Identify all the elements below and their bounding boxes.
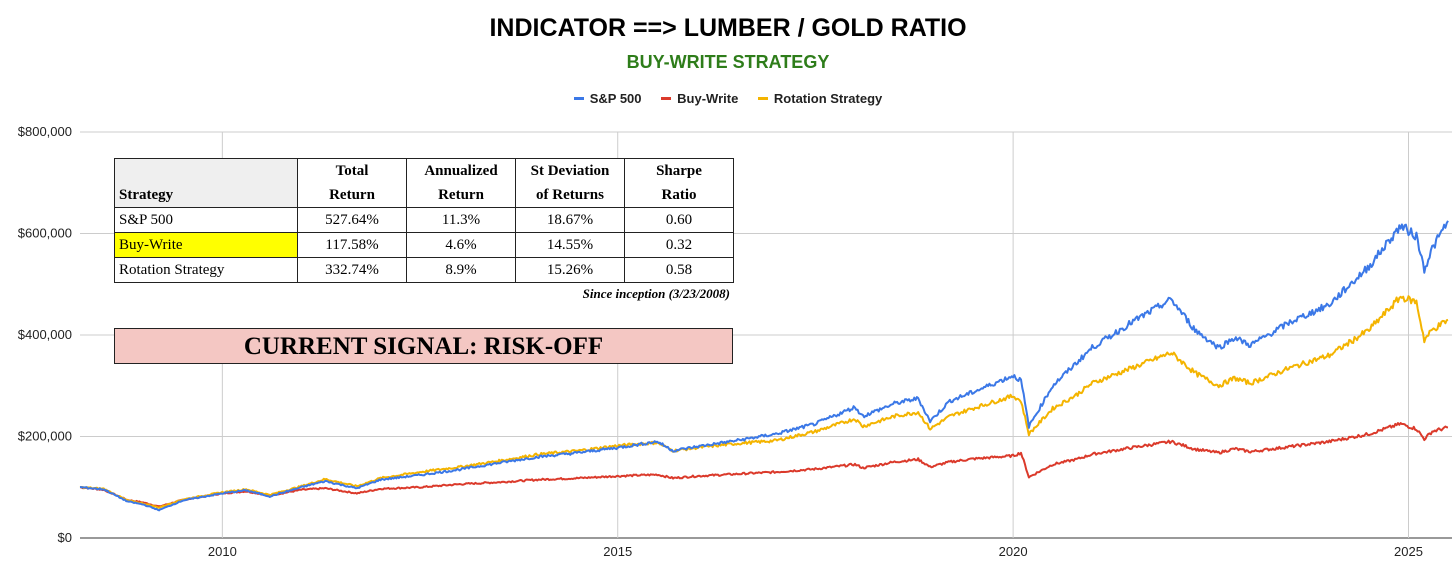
x-axis-ticks: 2010 2015 2020 2025 [208, 544, 1423, 559]
cell-annualized-return: 11.3% [406, 207, 516, 233]
table-row: S&P 500 527.64% 11.3% 18.67% 0.60 [114, 207, 734, 233]
legend-item-sp500: S&P 500 [573, 91, 642, 106]
cell-total-return: 332.74% [297, 257, 407, 283]
legend-label-buy-write: Buy-Write [677, 91, 739, 106]
since-inception-note: Since inception (3/23/2008) [582, 286, 730, 301]
current-signal-banner: CURRENT SIGNAL: RISK-OFF [114, 328, 733, 364]
cell-strategy: Buy-Write [114, 232, 298, 258]
legend-item-buy-write: Buy-Write [661, 91, 738, 106]
header-sharpe-ratio: Sharpe Ratio [624, 158, 734, 208]
x-tick-label: 2025 [1394, 544, 1423, 559]
series-lines [79, 220, 1449, 512]
x-tick-label: 2015 [603, 544, 632, 559]
stats-header-row: Strategy Total Return Annualized Return St… [114, 158, 734, 208]
y-tick-label: $400,000 [18, 327, 72, 342]
cell-total-return: 117.58% [297, 232, 407, 258]
table-row: Buy-Write 117.58% 4.6% 14.55% 0.32 [114, 232, 734, 258]
cell-sharpe: 0.32 [624, 232, 734, 258]
legend-swatch-sp500 [573, 97, 584, 101]
header-annualized-return: Annualized Return [406, 158, 516, 208]
header-strategy: Strategy [114, 158, 298, 208]
stats-panel: Strategy Total Return Annualized Return St… [114, 158, 734, 328]
chart-title: INDICATOR ==> LUMBER / GOLD RATIO [489, 14, 967, 42]
chart-subtitle: BUY-WRITE STRATEGY [626, 52, 830, 72]
y-axis-ticks: $0 $200,000 $400,000 $600,000 $800,000 [18, 124, 72, 545]
header-st-deviation: St Deviation of Returns [515, 158, 625, 208]
y-tick-label: $600,000 [18, 226, 72, 241]
x-tick-label: 2010 [208, 544, 237, 559]
y-tick-label: $0 [58, 530, 72, 545]
legend-swatch-buy-write [661, 97, 672, 101]
cell-st-deviation: 15.26% [515, 257, 625, 283]
table-row: Rotation Strategy 332.74% 8.9% 15.26% 0.… [114, 257, 734, 283]
stats-table: Strategy Total Return Annualized Return St… [114, 158, 734, 283]
legend-item-rotation: Rotation Strategy [757, 91, 883, 106]
series-line-buy-write [80, 422, 1449, 508]
cell-annualized-return: 8.9% [406, 257, 516, 283]
chart-legend: S&P 500 Buy-Write Rotation Strategy [0, 91, 1456, 106]
cell-sharpe: 0.60 [624, 207, 734, 233]
cell-sharpe: 0.58 [624, 257, 734, 283]
cell-total-return: 527.64% [297, 207, 407, 233]
legend-label-rotation: Rotation Strategy [773, 91, 883, 106]
legend-label-sp500: S&P 500 [589, 91, 642, 106]
cell-st-deviation: 18.67% [515, 207, 625, 233]
cell-annualized-return: 4.6% [406, 232, 516, 258]
cell-strategy: Rotation Strategy [114, 257, 298, 283]
cell-st-deviation: 14.55% [515, 232, 625, 258]
header-total-return: Total Return [297, 158, 407, 208]
y-tick-label: $200,000 [18, 429, 72, 444]
cell-strategy: S&P 500 [114, 207, 298, 233]
legend-swatch-rotation [757, 97, 768, 101]
series-line-s-p-500 [79, 220, 1449, 512]
x-tick-label: 2020 [999, 544, 1028, 559]
y-tick-label: $800,000 [18, 124, 72, 139]
